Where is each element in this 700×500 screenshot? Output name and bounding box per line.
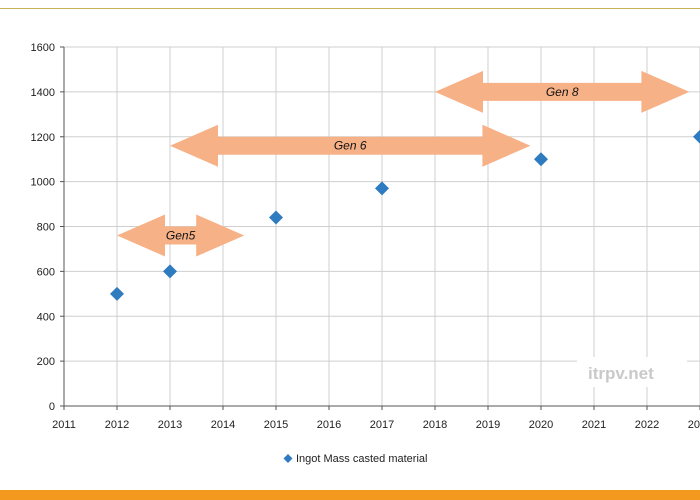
x-tick-label: 2015 bbox=[264, 419, 288, 431]
data-point bbox=[534, 152, 548, 167]
y-tick-label: 200 bbox=[37, 356, 55, 368]
x-tick-label: 2021 bbox=[582, 419, 606, 431]
data-point bbox=[269, 210, 283, 225]
y-tick-label: 1000 bbox=[31, 177, 55, 189]
data-point bbox=[110, 286, 124, 301]
y-tick-label: 1200 bbox=[31, 132, 55, 144]
y-tick-label: 400 bbox=[37, 311, 55, 323]
legend-marker bbox=[283, 454, 293, 463]
axis-layer bbox=[60, 46, 700, 410]
top-divider bbox=[0, 8, 700, 9]
x-tick-label: 2023 bbox=[688, 419, 700, 431]
y-tick-label: 600 bbox=[37, 266, 55, 278]
generation-arrow bbox=[435, 70, 690, 113]
x-tick-label: 2018 bbox=[423, 419, 447, 431]
x-tick-label: 2020 bbox=[529, 419, 553, 431]
legend-label: Ingot Mass casted material bbox=[296, 453, 427, 465]
x-tick-label: 2013 bbox=[158, 419, 182, 431]
data-points bbox=[110, 129, 700, 301]
x-tick-label: 2017 bbox=[370, 419, 394, 431]
x-tick-label: 2012 bbox=[105, 419, 129, 431]
x-tick-label: 2011 bbox=[52, 419, 76, 431]
generation-arrow-label: Gen 8 bbox=[546, 85, 579, 99]
y-tick-label: 1400 bbox=[31, 87, 55, 99]
generation-arrow-label: Gen 6 bbox=[334, 139, 367, 153]
bottom-accent-bar bbox=[0, 490, 700, 500]
tick-labels: 2011 2012 2013 2014 2015 2016 2017 2018 2019 2020… bbox=[31, 42, 700, 431]
x-tick-label: 2019 bbox=[476, 419, 500, 431]
data-point bbox=[163, 264, 177, 279]
generation-arrow bbox=[117, 214, 245, 257]
data-point bbox=[375, 181, 389, 196]
generation-arrow bbox=[170, 124, 531, 167]
watermark: itrpv.net bbox=[588, 364, 654, 383]
generation-arrows: Gen5 Gen 6 Gen 8 bbox=[117, 70, 690, 257]
x-tick-label: 2022 bbox=[635, 419, 659, 431]
legend: Ingot Mass casted material bbox=[283, 453, 427, 465]
watermark-background bbox=[577, 357, 687, 387]
generation-arrow-label: Gen5 bbox=[166, 228, 196, 242]
x-tick-label: 2014 bbox=[211, 419, 235, 431]
data-point bbox=[693, 129, 700, 144]
y-tick-label: 1600 bbox=[31, 42, 55, 54]
y-tick-label: 800 bbox=[37, 222, 55, 234]
x-tick-label: 2016 bbox=[317, 419, 341, 431]
y-tick-label: 0 bbox=[49, 401, 55, 413]
